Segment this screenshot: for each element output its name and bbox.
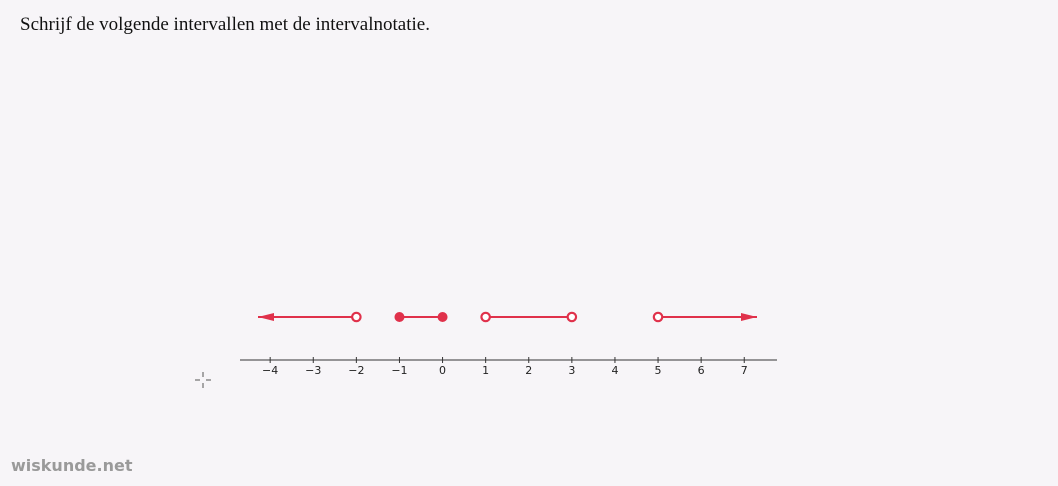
- tick-label: 5: [655, 364, 662, 377]
- open-endpoint: [652, 311, 664, 323]
- closed-endpoint: [437, 312, 448, 322]
- tick-label: −2: [348, 364, 364, 377]
- tick-label: 6: [698, 364, 705, 377]
- tick-label: −1: [391, 364, 407, 377]
- tick-label: 0: [439, 364, 446, 377]
- instruction: Schrijf de volgende intervallen met de i…: [20, 14, 430, 35]
- arrow-left: [258, 313, 274, 321]
- arrow-right: [741, 313, 757, 321]
- tick-label: −3: [305, 364, 321, 377]
- open-endpoint: [351, 311, 362, 323]
- open-endpoint: [566, 311, 578, 323]
- tick-label: 7: [741, 364, 748, 377]
- watermark: wiskunde.net: [11, 456, 133, 475]
- closed-endpoint: [394, 312, 405, 322]
- tick-label: 2: [525, 364, 532, 377]
- open-endpoint: [480, 311, 491, 323]
- tick-label: −4: [262, 364, 278, 377]
- tick-label: 4: [611, 364, 618, 377]
- tick-label: 1: [482, 364, 489, 377]
- tick-label: 3: [568, 364, 575, 377]
- cursor-icon: [195, 372, 211, 388]
